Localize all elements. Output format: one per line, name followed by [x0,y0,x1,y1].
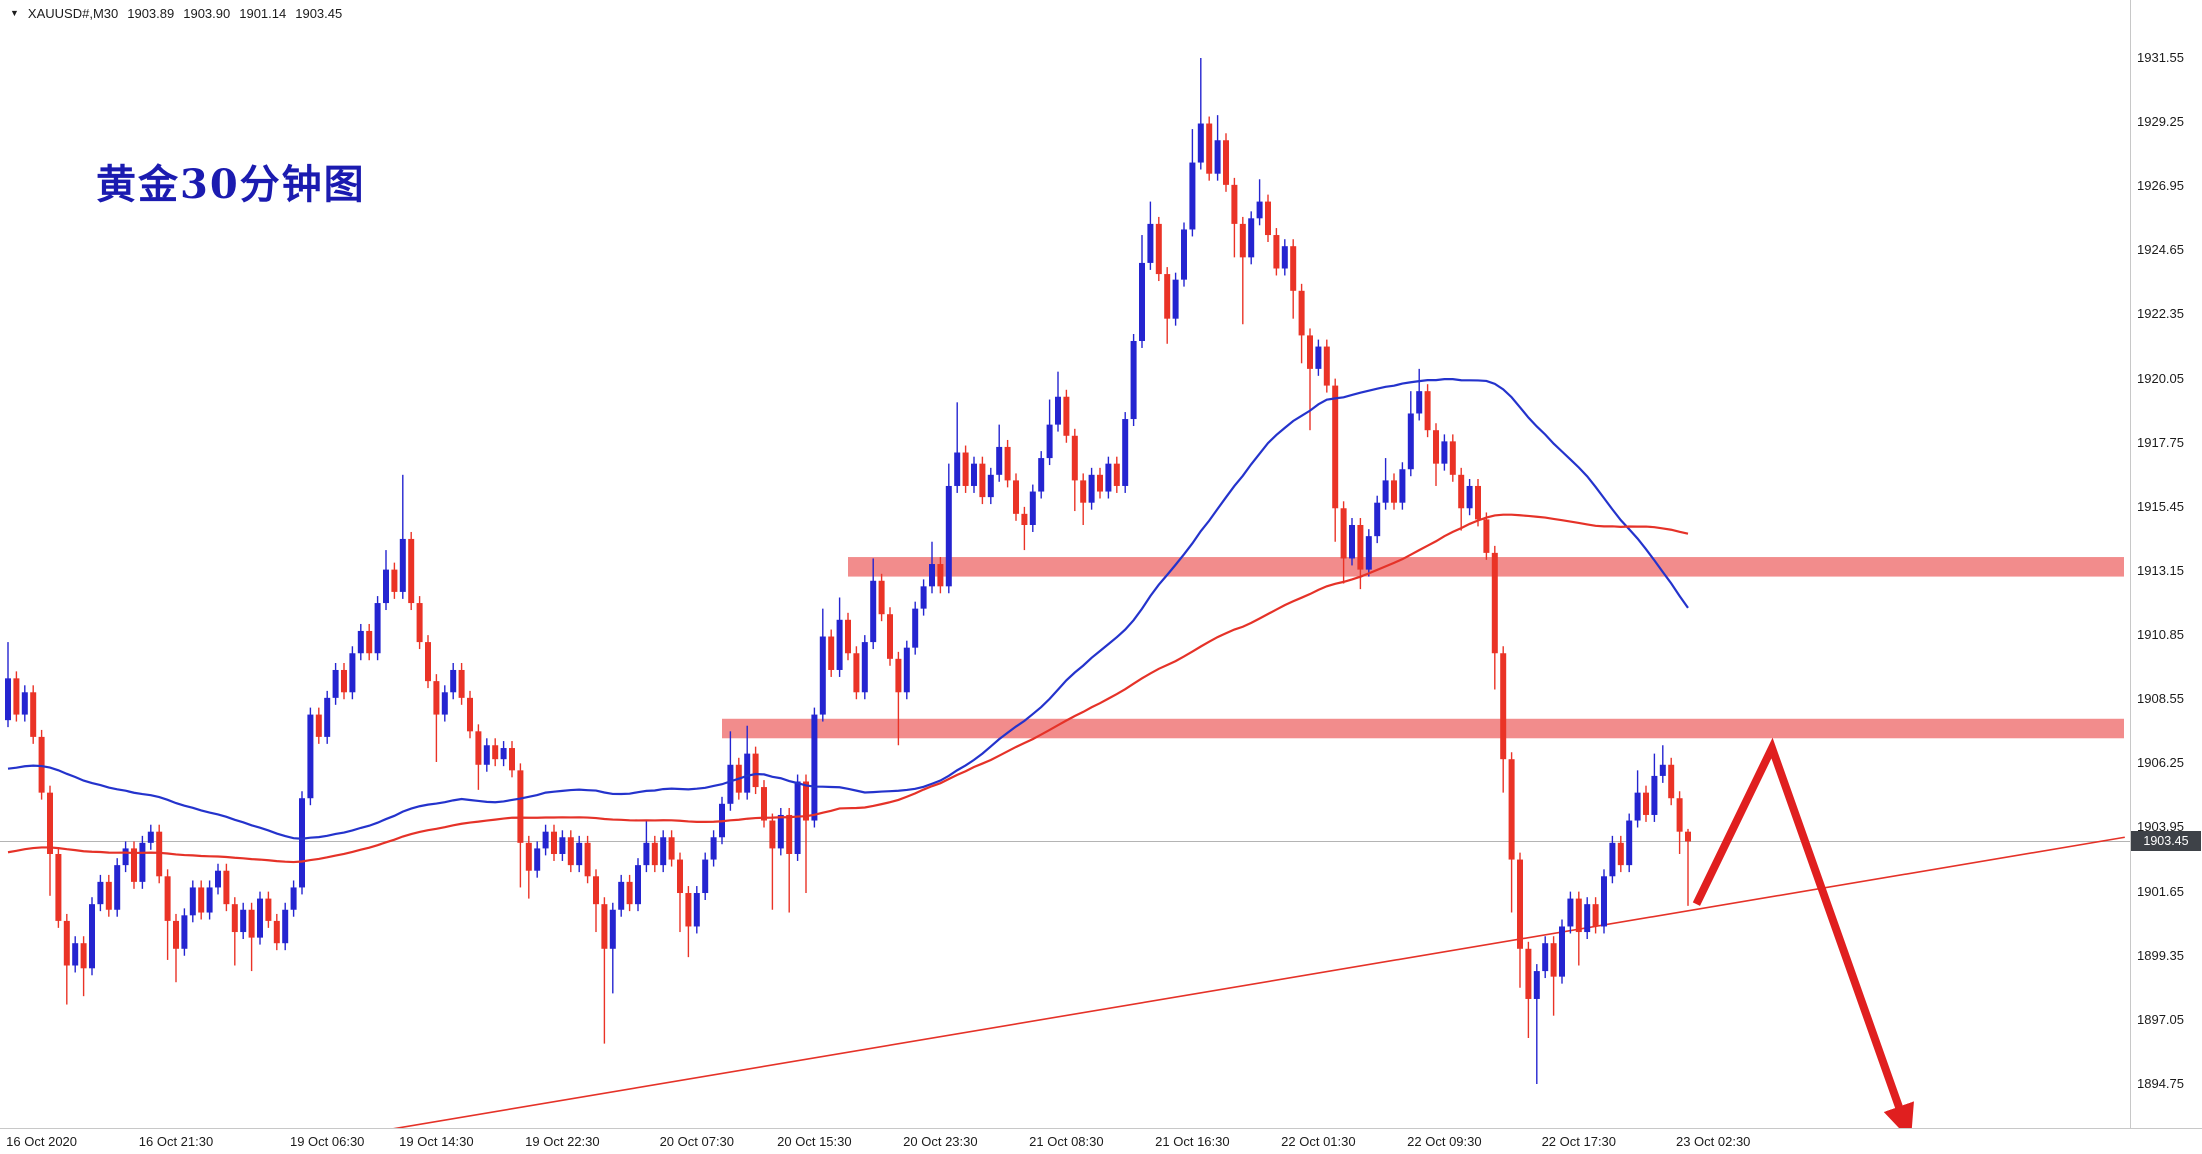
rising-trendline[interactable] [386,836,2125,1130]
price-axis-separator [2130,0,2131,1128]
time-axis-label: 20 Oct 23:30 [903,1134,978,1149]
price-axis-label: 1929.25 [2137,114,2184,130]
price-axis-label: 1924.65 [2137,242,2184,258]
price-axis-label: 1906.25 [2137,755,2184,771]
price-axis-label: 1913.15 [2137,562,2184,578]
time-axis-label: 19 Oct 14:30 [399,1134,474,1149]
candles-layer [5,58,1691,1084]
time-axis-label: 20 Oct 15:30 [777,1134,852,1149]
ohlc-open: 1903.89 [127,6,175,21]
support-zone-1907[interactable] [722,718,2124,739]
time-axis-separator [0,1128,2202,1129]
time-axis-label: 22 Oct 17:30 [1541,1134,1617,1149]
chart-title-annotation: 黄金30分钟图 [96,161,366,208]
time-axis-label: 22 Oct 09:30 [1407,1134,1482,1149]
ohlc-close: 1903.45 [295,6,343,21]
symbol-info-bar: ▼ XAUUSD#,M30 1903.89 1903.90 1901.14 19… [10,6,342,21]
time-axis-label: 23 Oct 02:30 [1675,1134,1751,1149]
time-axis-label: 16 Oct 2020 [6,1134,78,1149]
ohlc-low: 1901.14 [239,6,287,21]
price-axis-label: 1901.65 [2137,883,2184,899]
price-axis-label: 1922.35 [2137,306,2184,322]
price-axis-label: 1915.45 [2137,498,2184,514]
price-axis-label: 1903.95 [2137,819,2184,835]
price-axis-label: 1931.55 [2137,50,2184,65]
price-axis-label: 1897.05 [2137,1011,2184,1027]
symbol-dropdown-icon[interactable]: ▼ [10,8,19,18]
price-axis-label: 1899.35 [2137,947,2184,963]
price-axis-label: 1908.55 [2137,691,2184,707]
projection-arrow[interactable] [1692,737,1914,1128]
ohlc-high: 1903.90 [183,6,231,21]
current-price-badge: 1903.45 [2131,831,2201,852]
time-axis-label: 21 Oct 16:30 [1155,1134,1230,1149]
time-axis-label: 20 Oct 07:30 [659,1134,735,1149]
symbol-timeframe-label: XAUUSD#,M30 [27,6,119,21]
time-axis-label: 21 Oct 08:30 [1029,1134,1104,1149]
time-axis-label: 22 Oct 01:30 [1281,1134,1356,1149]
time-axis-label: 19 Oct 06:30 [289,1134,365,1149]
resistance-zone-1913[interactable] [848,557,2124,577]
price-axis-label: 1920.05 [2137,370,2184,386]
ma-red-line [7,513,1689,864]
ma-blue-line [7,378,1689,840]
price-axis-label: 1910.85 [2137,627,2184,643]
price-axis-label: 1926.95 [2137,178,2184,194]
price-axis-label: 1894.75 [2137,1075,2184,1091]
time-axis-label: 19 Oct 22:30 [525,1134,600,1149]
time-axis-label: 16 Oct 21:30 [138,1134,214,1149]
price-axis-label: 1917.75 [2137,434,2184,450]
